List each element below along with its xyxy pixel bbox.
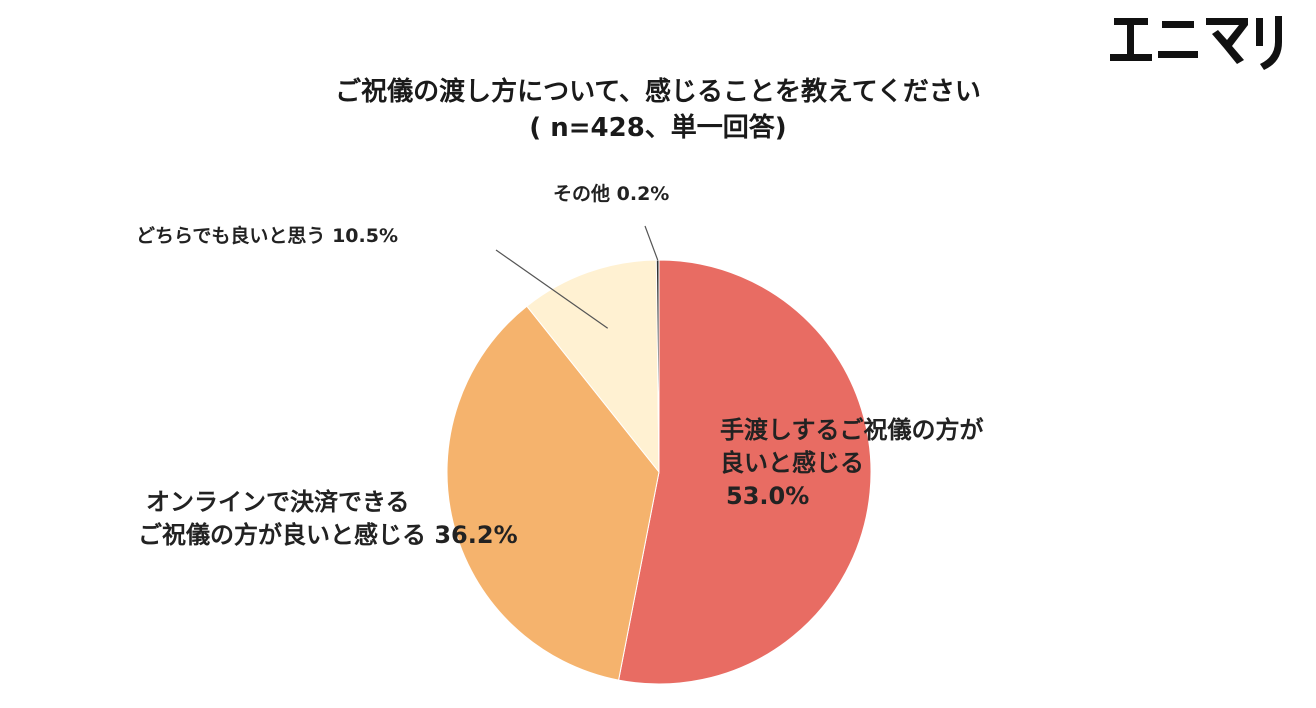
slice-label-line: ご祝儀の方が良いと感じる xyxy=(138,521,426,549)
pie-slice-either xyxy=(526,259,660,474)
slice-label-text: その他 xyxy=(553,183,611,205)
slice-label-hand-delivery: 手渡しするご祝儀の方が 良いと感じる 53.0% xyxy=(720,414,984,513)
slice-label-other: その他 0.2% xyxy=(553,182,669,206)
slice-label-text: どちらでも良いと思う xyxy=(136,225,326,247)
chart-title: ご祝儀の渡し方について、感じることを教えてください xyxy=(335,77,981,107)
slice-label-either: どちらでも良いと思う 10.5% xyxy=(136,224,398,248)
slice-label-line: 良いと感じる xyxy=(720,449,864,477)
brand-logo xyxy=(1110,16,1282,70)
chart-subtitle: ( n=428、単一回答) xyxy=(529,113,787,143)
leader-line-other xyxy=(644,225,659,261)
leader-line-either xyxy=(495,249,609,329)
slice-value-label: 36.2% xyxy=(434,521,518,549)
chart-title-block: ご祝儀の渡し方について、感じることを教えてください ( n=428、単一回答) xyxy=(0,74,1316,146)
pie-slice-online xyxy=(446,305,660,681)
slice-label-online: オンラインで決済できる ご祝儀の方が良いと感じる 36.2% xyxy=(138,486,518,552)
slice-label-line: 手渡しするご祝儀の方が xyxy=(720,416,984,444)
slice-label-line-with-value: ご祝儀の方が良いと感じる 36.2% xyxy=(138,519,518,552)
slice-value-label: 10.5% xyxy=(332,225,398,247)
slice-value-label: 53.0% xyxy=(726,482,810,510)
slice-value-label: 0.2% xyxy=(616,183,670,205)
pie-slice-hand-delivery xyxy=(617,259,872,685)
slice-label-line: オンラインで決済できる xyxy=(146,488,410,516)
